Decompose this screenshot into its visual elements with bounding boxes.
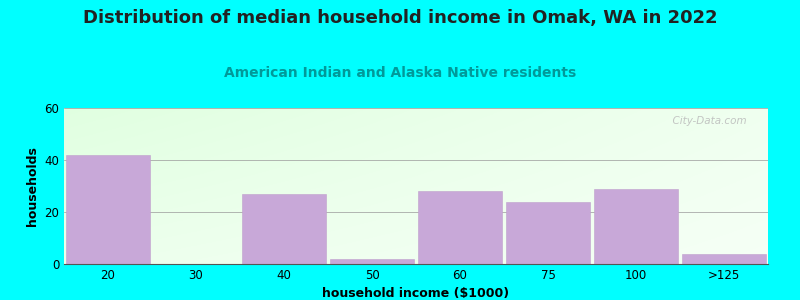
Text: City-Data.com: City-Data.com bbox=[666, 116, 747, 126]
Y-axis label: households: households bbox=[26, 146, 38, 226]
Bar bbox=[330, 259, 414, 264]
X-axis label: household income ($1000): household income ($1000) bbox=[322, 287, 510, 300]
Bar bbox=[242, 194, 326, 264]
Bar bbox=[594, 189, 678, 264]
Text: American Indian and Alaska Native residents: American Indian and Alaska Native reside… bbox=[224, 66, 576, 80]
Bar bbox=[682, 254, 766, 264]
Bar bbox=[66, 155, 150, 264]
Text: Distribution of median household income in Omak, WA in 2022: Distribution of median household income … bbox=[82, 9, 718, 27]
Bar bbox=[506, 202, 590, 264]
Bar bbox=[418, 191, 502, 264]
